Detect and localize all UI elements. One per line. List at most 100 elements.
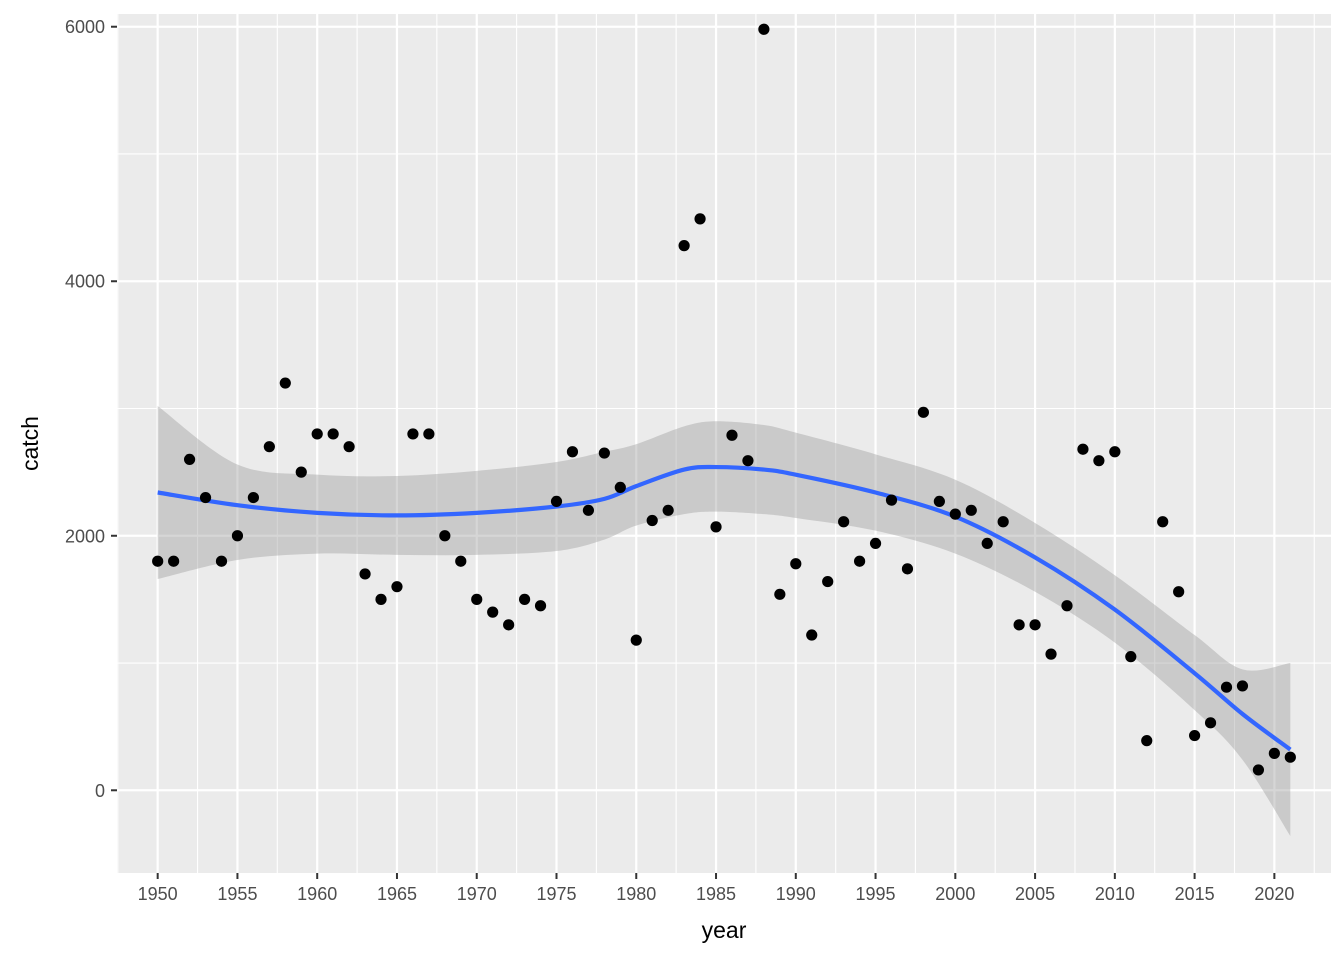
smooth-line: [157, 464, 1292, 752]
data-point: [885, 494, 898, 506]
data-point: [152, 555, 164, 567]
x-tick-label: 1975: [536, 884, 576, 904]
data-point: [1268, 747, 1280, 759]
y-axis-ticks: 0 2000 4000 6000: [65, 17, 117, 801]
data-point: [423, 428, 435, 440]
data-point: [199, 491, 212, 504]
data-point: [1061, 600, 1073, 612]
x-tick-label: 2000: [935, 884, 975, 904]
data-point: [790, 558, 802, 570]
data-point: [758, 23, 770, 35]
data-point: [231, 530, 244, 542]
data-point: [981, 537, 993, 549]
y-tick-label: 6000: [65, 17, 105, 37]
data-point: [806, 629, 818, 641]
data-point: [949, 508, 961, 520]
x-tick-label: 1965: [377, 884, 417, 904]
data-point: [215, 555, 228, 567]
data-point: [838, 516, 850, 528]
data-point: [1157, 516, 1169, 528]
data-point: [518, 593, 531, 605]
data-point: [1252, 764, 1265, 776]
x-axis-title: year: [702, 917, 747, 943]
y-axis-title: catch: [17, 416, 43, 471]
data-point: [550, 495, 563, 508]
x-tick-label: 1985: [696, 884, 736, 904]
data-point: [1284, 751, 1296, 763]
y-tick-label: 0: [95, 781, 105, 801]
plot-panel: [117, 14, 1331, 873]
data-point: [311, 428, 323, 440]
data-point: [646, 514, 658, 527]
x-tick-label: 1980: [616, 884, 656, 904]
x-tick-label: 2020: [1254, 884, 1294, 904]
data-point: [869, 537, 882, 549]
x-tick-label: 1955: [217, 884, 257, 904]
x-tick-label: 1995: [856, 884, 896, 904]
data-point: [247, 491, 259, 504]
data-point: [630, 634, 642, 646]
data-point: [168, 555, 180, 567]
x-tick-label: 2015: [1175, 884, 1215, 904]
data-point: [407, 428, 419, 440]
data-point: [598, 447, 610, 459]
data-point: [1029, 619, 1041, 631]
x-tick-label: 1970: [457, 884, 497, 904]
major-gridlines: [117, 14, 1331, 873]
data-point: [694, 213, 706, 225]
data-point: [327, 428, 339, 440]
data-point: [295, 466, 307, 478]
data-point: [1236, 680, 1249, 692]
data-point: [1093, 455, 1105, 467]
x-tick-label: 1950: [138, 884, 178, 904]
data-point: [853, 555, 866, 567]
x-tick-label: 2010: [1095, 884, 1135, 904]
data-point: [1220, 681, 1233, 693]
data-point: [1189, 729, 1201, 742]
data-point: [503, 619, 515, 631]
data-point: [901, 563, 914, 575]
data-point: [726, 429, 738, 441]
data-point: [183, 453, 196, 466]
x-axis-ticks: 1950 1955 1960 1965 1970 1975 1980 1985 1990 1995…: [138, 873, 1294, 904]
y-tick-label: 4000: [65, 272, 105, 292]
data-point: [1204, 717, 1217, 729]
data-point: [1173, 586, 1185, 598]
data-point: [263, 441, 275, 453]
data-point: [1125, 651, 1137, 663]
data-point: [997, 516, 1009, 528]
data-point: [279, 377, 291, 389]
x-tick-label: 1990: [776, 884, 816, 904]
data-point: [1141, 735, 1153, 747]
data-point: [455, 555, 467, 567]
data-point: [375, 593, 387, 605]
data-point: [534, 600, 547, 612]
data-point: [1077, 443, 1089, 455]
data-point: [1045, 648, 1057, 660]
x-tick-label: 2005: [1015, 884, 1055, 904]
data-point: [933, 495, 945, 508]
data-point: [678, 240, 690, 252]
data-point: [1013, 619, 1025, 631]
data-point: [742, 455, 754, 467]
data-point: [439, 530, 451, 542]
data-point: [343, 441, 355, 453]
data-point: [582, 504, 595, 516]
data-point: [487, 606, 499, 618]
x-tick-label: 1960: [297, 884, 337, 904]
data-point: [917, 406, 930, 418]
data-point: [822, 575, 834, 588]
data-point: [391, 581, 403, 593]
data-point: [710, 521, 722, 533]
y-tick-label: 2000: [65, 526, 105, 546]
data-point: [662, 504, 674, 516]
data-point: [965, 504, 977, 516]
data-point: [566, 446, 579, 458]
data-point: [359, 568, 371, 580]
data-point: [471, 593, 483, 605]
minor-gridlines: [117, 14, 1331, 873]
data-point: [774, 588, 786, 600]
data-points: [152, 23, 1296, 776]
data-point: [1109, 446, 1121, 458]
